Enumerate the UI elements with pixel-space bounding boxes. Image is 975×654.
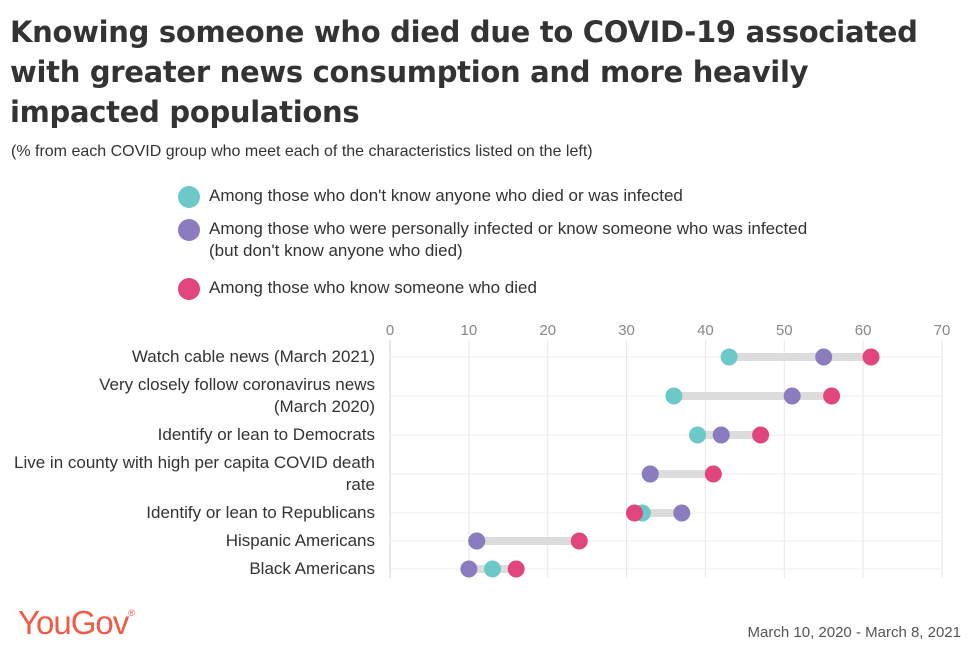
point-series1-row0 <box>815 348 833 366</box>
row-label-cable-news: Watch cable news (March 2021) <box>131 347 375 366</box>
point-series1-row4 <box>673 504 691 522</box>
point-series1-row6 <box>460 560 478 578</box>
point-series1-row5 <box>468 532 486 550</box>
legend-swatch-infected <box>178 219 200 241</box>
legend-label-infected: Among those who were personally infected… <box>209 219 808 260</box>
point-series2-row2 <box>752 426 770 444</box>
legend-swatch-none <box>178 186 200 208</box>
chart-subtitle: (% from each COVID group who meet each o… <box>11 143 593 160</box>
date-range: March 10, 2020 - March 8, 2021 <box>747 624 961 641</box>
point-series2-row0 <box>862 348 880 366</box>
chart-title: Knowing someone who died due to COVID-19… <box>10 15 918 129</box>
row-label-follow-news: Very closely follow coronavirus news (Ma… <box>99 375 375 416</box>
point-series1-row1 <box>783 387 801 405</box>
row-label-black: Black Americans <box>249 559 375 578</box>
row-label-county-death-rate: Live in county with high per capita COVI… <box>14 453 375 494</box>
legend: Among those who don't know anyone who di… <box>178 185 818 300</box>
legend-item-infected: Among those who were personally infected… <box>178 218 818 262</box>
point-series0-row1 <box>665 387 683 405</box>
point-series2-row4 <box>625 504 643 522</box>
row-label-democrats: Identify or lean to Democrats <box>157 425 375 444</box>
x-tick-label-10: 10 <box>461 322 478 339</box>
legend-label-died: Among those who know someone who died <box>209 278 537 297</box>
point-series2-row3 <box>704 465 722 483</box>
row-label-republicans: Identify or lean to Republicans <box>146 503 375 522</box>
x-tick-label-70: 70 <box>934 322 951 339</box>
legend-item-none: Among those who don't know anyone who di… <box>178 185 818 208</box>
x-tick-label-50: 50 <box>776 322 793 339</box>
x-tick-label-60: 60 <box>855 322 872 339</box>
point-series2-row6 <box>507 560 525 578</box>
yougov-logo: YouGov® <box>18 604 135 641</box>
legend-item-died: Among those who know someone who died <box>178 277 818 300</box>
point-series1-row3 <box>641 465 659 483</box>
row-label-hispanic: Hispanic Americans <box>225 531 375 550</box>
point-series1-row2 <box>712 426 730 444</box>
x-tick-label-20: 20 <box>539 322 556 339</box>
point-series0-row6 <box>484 560 502 578</box>
x-tick-label-30: 30 <box>618 322 635 339</box>
x-tick-label-40: 40 <box>697 322 714 339</box>
point-series2-row1 <box>823 387 841 405</box>
point-series2-row5 <box>570 532 588 550</box>
point-series0-row0 <box>720 348 738 366</box>
legend-label-none: Among those who don't know anyone who di… <box>209 186 683 205</box>
x-tick-label-0: 0 <box>386 322 394 339</box>
point-series0-row2 <box>689 426 707 444</box>
legend-swatch-died <box>178 278 200 300</box>
